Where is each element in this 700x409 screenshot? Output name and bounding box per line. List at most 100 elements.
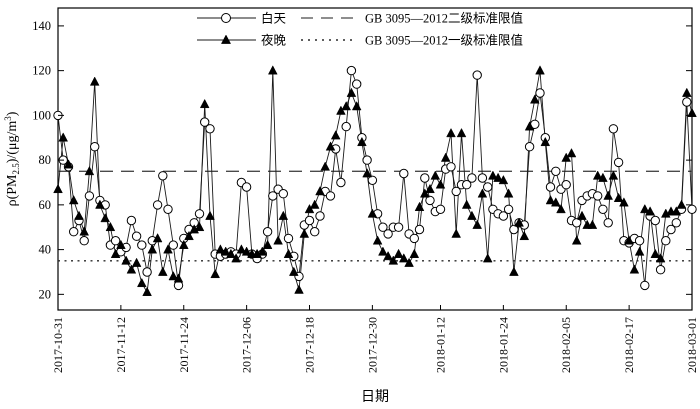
night-data-point bbox=[398, 253, 409, 263]
night-data-point bbox=[388, 255, 399, 265]
night-data-point bbox=[619, 197, 629, 207]
night-data-point bbox=[168, 271, 179, 281]
night-data-point bbox=[210, 268, 221, 279]
night-data-point bbox=[89, 76, 100, 86]
night-data-point bbox=[556, 203, 566, 214]
day-data-point bbox=[304, 215, 315, 226]
night-data-point bbox=[383, 250, 393, 261]
night-data-point bbox=[524, 121, 535, 131]
night-data-point bbox=[419, 188, 430, 198]
day-data-point bbox=[84, 191, 95, 201]
night-data-point bbox=[519, 230, 530, 241]
day-data-point bbox=[69, 227, 79, 237]
night-data-point bbox=[603, 190, 614, 200]
night-data-point bbox=[634, 246, 645, 256]
day-data-point bbox=[503, 204, 514, 215]
night-data-point bbox=[477, 188, 488, 198]
chart-generated-content: 20 40 60 80 100 120 140 2017-10-31 2017-11-12 201… bbox=[32, 11, 699, 374]
day-data-point bbox=[399, 168, 409, 179]
x-tick-label: 2017-11-12 bbox=[114, 317, 128, 373]
night-data-point bbox=[655, 253, 666, 263]
legend-day-circle-icon bbox=[221, 13, 231, 23]
night-data-point bbox=[681, 87, 692, 97]
day-data-point bbox=[524, 142, 535, 152]
night-data-point bbox=[341, 101, 352, 111]
night-data-point bbox=[488, 170, 498, 180]
night-data-point bbox=[577, 210, 587, 220]
night-data-point bbox=[425, 183, 435, 194]
day-data-point bbox=[393, 222, 404, 232]
night-data-point bbox=[467, 210, 477, 220]
night-data-point bbox=[393, 248, 404, 258]
legend-night-triangle-icon bbox=[220, 34, 232, 44]
night-data-point bbox=[430, 170, 441, 180]
y-axis-title: ρ(PM2.5​)/(μg/m3​) bbox=[3, 111, 21, 206]
night-data-point bbox=[63, 159, 74, 169]
x-tick-label: 2018-03-01 bbox=[685, 317, 699, 373]
day-data-point bbox=[152, 200, 163, 210]
day-data-point bbox=[315, 211, 325, 221]
day-data-point bbox=[352, 79, 362, 89]
night-data-point bbox=[184, 230, 194, 241]
night-data-point bbox=[624, 235, 634, 245]
day-data-point bbox=[425, 195, 435, 206]
day-data-point bbox=[467, 173, 477, 183]
night-data-point bbox=[152, 233, 163, 243]
night-data-point bbox=[592, 170, 603, 180]
day-data-point bbox=[650, 215, 660, 226]
day-data-point bbox=[126, 215, 137, 226]
night-data-point bbox=[226, 248, 236, 258]
day-data-point bbox=[598, 204, 608, 215]
night-data-point bbox=[676, 199, 687, 209]
night-data-point bbox=[320, 161, 331, 171]
day-data-point bbox=[142, 267, 152, 277]
night-data-point bbox=[456, 127, 467, 138]
x-tick-label: 2018-01-24 bbox=[496, 317, 510, 373]
night-data-point bbox=[540, 136, 551, 147]
night-data-point bbox=[613, 192, 624, 202]
day-data-point bbox=[110, 236, 121, 246]
night-data-point bbox=[100, 212, 111, 223]
night-data-point bbox=[372, 235, 383, 245]
night-data-point bbox=[687, 107, 697, 117]
night-data-point bbox=[236, 244, 247, 254]
night-data-point bbox=[220, 246, 231, 256]
night-data-point bbox=[645, 206, 655, 216]
day-data-point bbox=[194, 209, 205, 219]
y-tick-label: 20 bbox=[39, 287, 52, 301]
day-data-point bbox=[383, 229, 393, 239]
day-data-point bbox=[241, 182, 252, 192]
night-data-point bbox=[404, 257, 414, 267]
day-data-point bbox=[462, 180, 472, 190]
day-data-point bbox=[325, 191, 336, 201]
night-data-point bbox=[529, 94, 540, 104]
legend-day-label: 白天 bbox=[261, 11, 287, 26]
night-data-point bbox=[472, 219, 483, 229]
night-data-point bbox=[121, 255, 131, 265]
day-data-point bbox=[472, 70, 482, 80]
night-data-point bbox=[58, 132, 69, 142]
day-data-point bbox=[205, 124, 215, 134]
day-data-point bbox=[168, 240, 179, 250]
night-data-point bbox=[440, 152, 451, 162]
night-data-point bbox=[545, 195, 556, 205]
night-data-point bbox=[199, 98, 210, 109]
x-axis-title: 日期 bbox=[361, 389, 389, 405]
night-data-point bbox=[509, 266, 519, 276]
night-data-point bbox=[147, 244, 158, 254]
night-data-point bbox=[257, 246, 268, 256]
night-data-point bbox=[205, 210, 215, 220]
night-data-point bbox=[571, 235, 582, 245]
day-data-point bbox=[262, 227, 273, 237]
night-data-point bbox=[136, 277, 147, 288]
night-data-point bbox=[178, 239, 189, 249]
day-data-point bbox=[593, 191, 603, 201]
night-data-point bbox=[451, 228, 462, 238]
night-data-point bbox=[278, 210, 289, 220]
y-tick-label: 60 bbox=[39, 198, 52, 212]
day-data-point bbox=[608, 124, 619, 134]
day-data-point bbox=[545, 182, 556, 192]
y-tick-label: 120 bbox=[32, 64, 51, 78]
night-data-point bbox=[294, 284, 304, 294]
